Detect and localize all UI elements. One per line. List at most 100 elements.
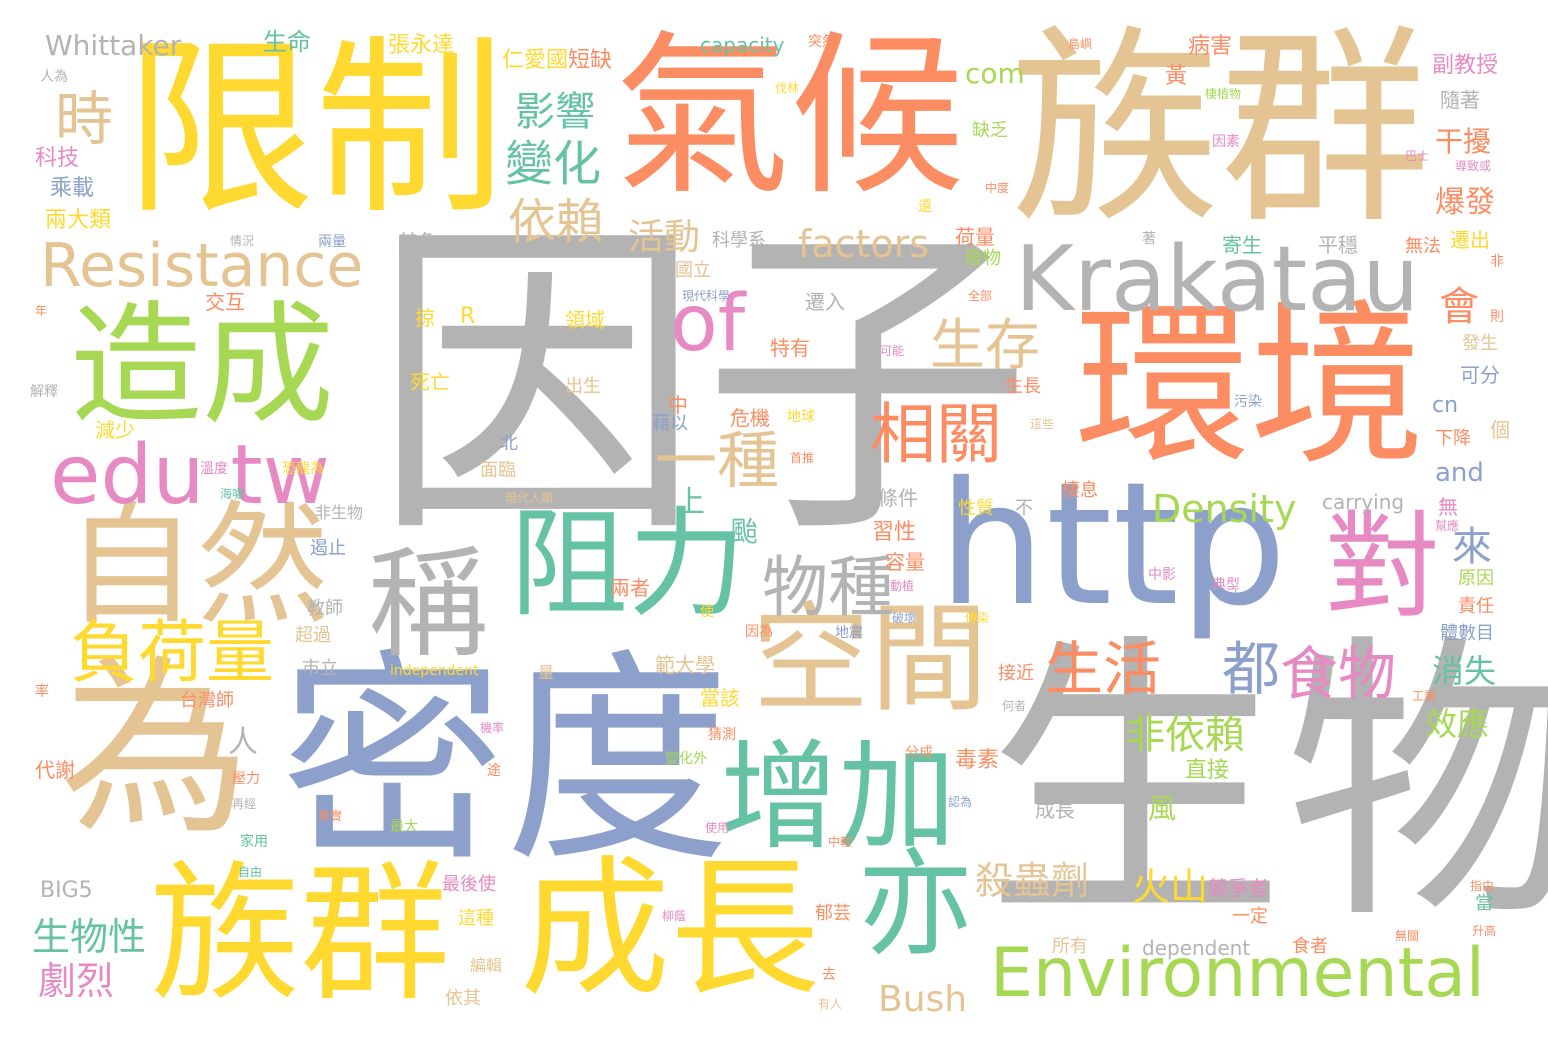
word: 非依賴 <box>1125 712 1245 758</box>
word: 代謝 <box>35 758 75 782</box>
word: 對 <box>1325 500 1441 634</box>
word: 情況 <box>230 234 255 248</box>
word: 伐林 <box>775 81 800 95</box>
word: 典型 <box>1212 577 1240 593</box>
word: 地震 <box>835 625 863 641</box>
word: 為 <box>60 639 251 860</box>
word: 國立 <box>675 260 711 281</box>
word: 交互 <box>205 290 245 314</box>
word: 效應 <box>1425 705 1490 743</box>
word: 非生物 <box>315 503 364 522</box>
word: 地球 <box>787 409 815 425</box>
word: Bush <box>878 979 968 1020</box>
word: 生命 <box>263 28 311 56</box>
word: 上 <box>675 485 705 520</box>
word: 非 <box>1490 254 1504 270</box>
word: 島嶼 <box>1068 37 1093 51</box>
word: capacity <box>700 33 785 57</box>
word: 颱 <box>730 515 759 548</box>
word: 死亡 <box>410 370 450 394</box>
word: 族群 <box>1010 7 1431 252</box>
word: 島上 <box>1218 589 1243 603</box>
word: 棲植物 <box>1205 87 1242 101</box>
word: 發生 <box>1462 333 1498 354</box>
word: 超過 <box>295 625 331 646</box>
word: 病害 <box>1188 34 1233 59</box>
word: 著 <box>1142 231 1156 247</box>
word: 指由 <box>1470 879 1495 893</box>
word: 中 <box>668 393 688 417</box>
word: 競爭者 <box>1208 876 1268 900</box>
word: 棲息 <box>1062 480 1098 501</box>
word: 還 <box>918 199 932 215</box>
word: 會 <box>1432 285 1478 325</box>
word: 現代人類 <box>505 491 554 505</box>
word: 則 <box>1490 309 1504 325</box>
word: 寄生 <box>1222 233 1262 257</box>
word: cn <box>1432 393 1459 418</box>
word: 人為 <box>40 69 68 85</box>
word: 平穩 <box>1318 233 1358 257</box>
word: 直接 <box>1185 758 1230 783</box>
word: BIG5 <box>40 878 93 903</box>
word: 導致或 <box>1455 159 1492 173</box>
word: 使 <box>700 604 714 620</box>
word: 限制 <box>125 19 506 240</box>
word: 個 <box>1490 418 1510 442</box>
word: 空間 <box>752 590 989 728</box>
word: 活動 <box>628 217 701 258</box>
word: 無 <box>1438 495 1458 519</box>
word: 破壞 <box>892 611 917 625</box>
word: 最後使 <box>442 874 496 895</box>
word: 範大學 <box>655 653 715 677</box>
word: 時 <box>55 85 114 153</box>
word: 成長 <box>520 843 821 1017</box>
word: 使用 <box>705 821 730 835</box>
word: 中較 <box>828 835 853 849</box>
word: 成長 <box>1035 798 1075 822</box>
word: 一種 <box>655 424 780 497</box>
word: 遷出 <box>1450 228 1490 252</box>
word: 中度 <box>985 181 1010 195</box>
word: 首推 <box>790 451 815 465</box>
word: R <box>460 304 476 329</box>
word: 面臨 <box>480 460 516 481</box>
word: 掠 <box>415 306 435 330</box>
word: 密度 <box>280 631 730 893</box>
word: 張永達 <box>388 33 455 58</box>
word: and <box>1435 458 1484 488</box>
word: 機率 <box>480 721 505 735</box>
word: 習性 <box>872 520 917 545</box>
word: 科學系 <box>712 230 766 251</box>
word: 有人 <box>818 997 843 1011</box>
word: http <box>938 446 1287 644</box>
word: 仁愛國 <box>502 48 569 73</box>
word: 所有 <box>1052 936 1088 957</box>
word: 條件 <box>878 486 918 510</box>
word: 傳染 <box>965 611 990 625</box>
word: factors <box>798 222 930 266</box>
word: 台灣師 <box>180 690 234 711</box>
word: 族群 <box>150 848 451 1022</box>
word: 體數目 <box>1440 623 1494 644</box>
word: 污染 <box>1234 394 1262 410</box>
word: 消失 <box>1432 652 1497 690</box>
word: 再經 <box>232 797 257 811</box>
word: 生物性 <box>32 915 147 959</box>
word: 領域 <box>565 308 605 332</box>
word: 隨著 <box>1440 88 1480 112</box>
word: dependent <box>1142 936 1251 960</box>
word: 這些 <box>1030 417 1055 431</box>
word: 出生 <box>565 376 601 397</box>
word: 率 <box>35 684 49 700</box>
word: 科技 <box>35 146 80 171</box>
word: 兩者 <box>610 576 650 600</box>
word: 遷入 <box>805 290 845 314</box>
word: 生活 <box>1045 635 1162 703</box>
word: 藉以 <box>652 413 688 434</box>
word: 遏止 <box>310 538 346 559</box>
word: 缺乏 <box>972 120 1008 141</box>
word: 無法 <box>1405 236 1441 257</box>
word: 無關 <box>1395 929 1420 943</box>
